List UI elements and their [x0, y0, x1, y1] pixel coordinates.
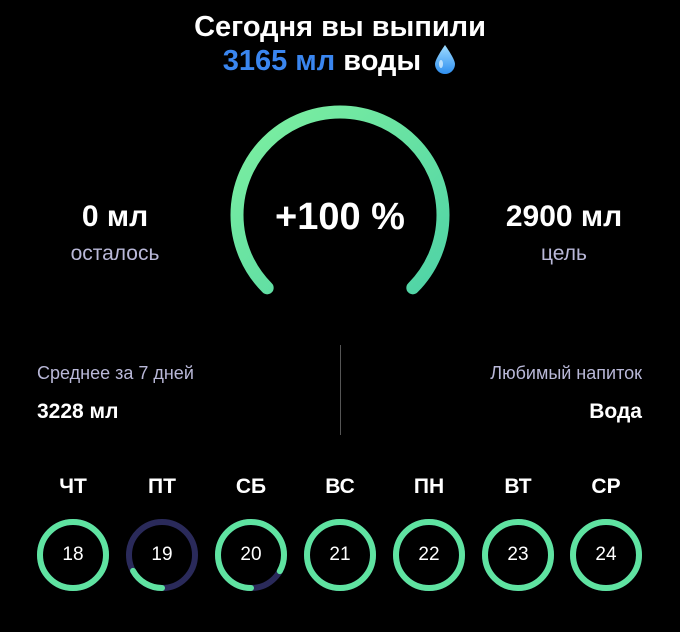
day-item[interactable]: ЧТ 18	[35, 475, 111, 593]
ring-progress	[393, 519, 465, 591]
favorite-value: Вода	[589, 400, 642, 423]
ring-progress	[126, 519, 198, 591]
goal-value: 2900 мл	[505, 200, 623, 233]
header-suffix: воды	[343, 45, 422, 77]
day-label: ПТ	[148, 475, 176, 498]
day-date: 18	[62, 544, 84, 565]
divider	[340, 345, 341, 435]
day-label: СР	[591, 475, 621, 498]
day-label: ВС	[325, 475, 355, 498]
remaining-value: 0 мл	[81, 200, 149, 233]
day-item[interactable]: ПН 22	[391, 475, 467, 593]
header-line1: Сегодня вы выпили	[194, 11, 486, 43]
day-ring: 23	[480, 517, 556, 593]
day-item[interactable]: СР 24	[568, 475, 644, 593]
gauge-arc	[230, 105, 450, 295]
main-gauge	[230, 105, 450, 295]
day-date: 19	[151, 544, 173, 565]
drunk-amount: 3165 мл	[222, 45, 336, 77]
day-date: 22	[418, 544, 440, 565]
day-label: СБ	[235, 475, 267, 498]
day-progress-ring	[304, 519, 376, 591]
day-date: 24	[595, 544, 617, 565]
header-line2: 3165 мл воды	[0, 44, 680, 78]
day-progress-ring	[570, 519, 642, 591]
ring-progress	[304, 519, 376, 591]
day-ring: 21	[302, 517, 378, 593]
day-item[interactable]: ПТ 19	[124, 475, 200, 593]
goal-stat: 2900 мл цель	[464, 200, 664, 266]
day-date: 21	[329, 544, 351, 565]
day-label: ПН	[413, 475, 445, 498]
average-value: 3228 мл	[37, 400, 119, 423]
day-progress-ring	[393, 519, 465, 591]
favorite-label: Любимый напиток	[490, 363, 642, 383]
day-date: 20	[240, 544, 262, 565]
day-ring: 22	[391, 517, 467, 593]
day-ring: 20	[213, 517, 289, 593]
day-progress-ring	[37, 519, 109, 591]
ring-progress	[215, 519, 287, 591]
average-label: Среднее за 7 дней	[37, 363, 194, 383]
day-progress-ring	[482, 519, 554, 591]
remaining-label: осталось	[70, 242, 160, 265]
day-date: 23	[507, 544, 529, 565]
ring-progress	[482, 519, 554, 591]
day-ring: 19	[124, 517, 200, 593]
day-progress-ring	[126, 519, 198, 591]
average-block: Среднее за 7 дней 3228 мл	[37, 363, 194, 424]
ring-progress	[37, 519, 109, 591]
remaining-stat: 0 мл осталось	[15, 200, 215, 266]
day-ring: 18	[35, 517, 111, 593]
day-progress-ring	[215, 519, 287, 591]
water-drop-icon	[435, 45, 456, 74]
header: Сегодня вы выпили 3165 мл воды	[0, 10, 680, 78]
ring-progress	[570, 519, 642, 591]
day-item[interactable]: ВС 21	[302, 475, 378, 593]
day-label: ВТ	[504, 475, 532, 498]
gauge-percent: +100 %	[275, 196, 405, 238]
day-ring: 24	[568, 517, 644, 593]
goal-label: цель	[541, 242, 587, 265]
day-label: ЧТ	[59, 475, 87, 498]
day-item[interactable]: СБ 20	[213, 475, 289, 593]
favorite-block: Любимый напиток Вода	[490, 363, 642, 424]
day-item[interactable]: ВТ 23	[480, 475, 556, 593]
